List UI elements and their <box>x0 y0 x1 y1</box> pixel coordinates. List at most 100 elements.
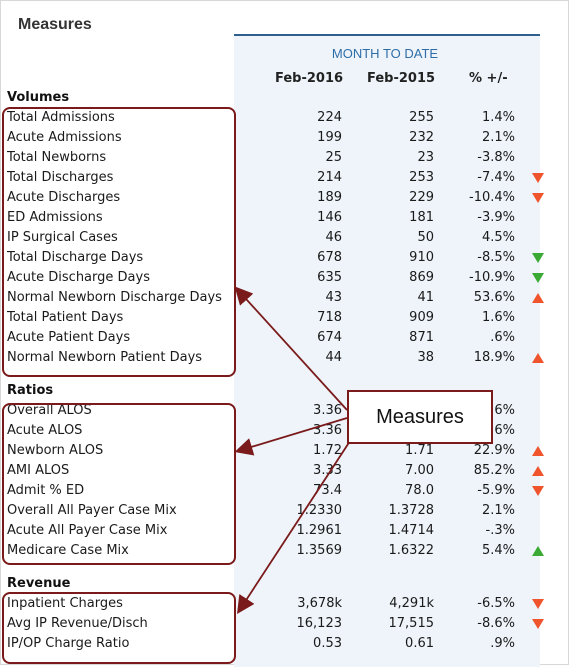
red-up-triangle-icon <box>532 353 544 363</box>
value-feb-2016: 1.3569 <box>296 543 343 558</box>
value-feb-2015: 0.61 <box>405 636 434 651</box>
section-title-revenue: Revenue <box>7 576 71 591</box>
value-feb-2016: 224 <box>317 110 342 125</box>
table-row: Acute Patient Days 674 871 .6% <box>0 328 569 348</box>
measure-label: Inpatient Charges <box>7 596 123 611</box>
measure-label: Acute Admissions <box>7 130 122 145</box>
percent-change: -10.9% <box>469 270 515 285</box>
arrow-to-volumes <box>234 286 348 411</box>
value-feb-2016: 44 <box>325 350 342 365</box>
percent-change: -3.8% <box>477 150 515 165</box>
red-up-triangle-icon <box>532 466 544 476</box>
value-feb-2015: 1.3728 <box>388 503 435 518</box>
measure-label: Total Newborns <box>7 150 107 165</box>
column-header-feb-2016: Feb-2016 <box>275 71 344 86</box>
measure-label: Overall ALOS <box>7 403 92 418</box>
percent-change: 2.1% <box>481 503 515 518</box>
value-feb-2015: 871 <box>409 330 434 345</box>
measure-label: Acute All Payer Case Mix <box>7 523 168 538</box>
table-row: Acute Discharges 189 229 -10.4% <box>0 188 569 208</box>
value-feb-2016: 3.33 <box>313 463 342 478</box>
percent-change: 5.4% <box>481 543 515 558</box>
measure-label: Admit % ED <box>7 483 85 498</box>
arrow-to-ratios <box>234 417 348 456</box>
measure-label: ED Admissions <box>7 210 103 225</box>
percent-change: .6% <box>490 330 515 345</box>
value-feb-2016: 43 <box>325 290 342 305</box>
percent-change: 18.9% <box>473 350 515 365</box>
value-feb-2015: 41 <box>417 290 434 305</box>
measure-label: AMI ALOS <box>7 463 70 478</box>
value-feb-2016: 214 <box>317 170 342 185</box>
revenue-annotation-box <box>2 592 236 664</box>
percent-change: -3.9% <box>477 210 515 225</box>
measure-label: Newborn ALOS <box>7 443 104 458</box>
percent-change: 1.6% <box>481 310 515 325</box>
value-feb-2015: 910 <box>409 250 434 265</box>
table-row: Newborn ALOS 1.72 1.71 22.9% <box>0 441 569 461</box>
table-row: Normal Newborn Discharge Days 43 41 53.6% <box>0 288 569 308</box>
value-feb-2015: 23 <box>417 150 434 165</box>
table-row: Total Admissions 224 255 1.4% <box>0 108 569 128</box>
value-feb-2016: 3,678k <box>297 596 342 611</box>
value-feb-2016: 16,123 <box>296 616 343 631</box>
table-row: AMI ALOS 3.33 7.00 85.2% <box>0 461 569 481</box>
percent-change: 6% <box>494 403 515 418</box>
red-up-triangle-icon <box>532 446 544 456</box>
table-row: Acute Discharge Days 635 869 -10.9% <box>0 268 569 288</box>
table-row: Total Discharges 214 253 -7.4% <box>0 168 569 188</box>
value-feb-2015: 7.00 <box>405 463 434 478</box>
value-feb-2016: 674 <box>317 330 342 345</box>
value-feb-2015: 229 <box>409 190 434 205</box>
value-feb-2016: 1.72 <box>313 443 342 458</box>
value-feb-2015: 869 <box>409 270 434 285</box>
measure-label: Total Patient Days <box>7 310 124 325</box>
green-up-triangle-icon <box>532 546 544 556</box>
percent-change: 22.9% <box>473 443 515 458</box>
value-feb-2016: 718 <box>317 310 342 325</box>
percent-change: 2.1% <box>481 130 515 145</box>
month-to-date-header: MONTH TO DATE <box>331 46 439 61</box>
percent-change: .9% <box>490 636 515 651</box>
percent-change: -10.4% <box>469 190 515 205</box>
green-down-triangle-icon <box>532 273 544 283</box>
percent-change: 6% <box>494 423 515 438</box>
table-row: Medicare Case Mix 1.3569 1.6322 5.4% <box>0 541 569 561</box>
red-down-triangle-icon <box>532 173 544 183</box>
table-row: IP/OP Charge Ratio 0.53 0.61 .9% <box>0 634 569 654</box>
measures-callout: Measures <box>347 390 493 444</box>
green-down-triangle-icon <box>532 253 544 263</box>
value-feb-2016: 0.53 <box>313 636 342 651</box>
percent-change: 85.2% <box>473 463 515 478</box>
red-down-triangle-icon <box>532 619 544 629</box>
measure-label: Total Discharge Days <box>7 250 144 265</box>
measure-label: Overall All Payer Case Mix <box>7 503 177 518</box>
percent-change: -8.5% <box>477 250 515 265</box>
table-row: Overall All Payer Case Mix 1.2330 1.3728 2.… <box>0 501 569 521</box>
table-row: Total Patient Days 718 909 1.6% <box>0 308 569 328</box>
percent-change: -8.6% <box>477 616 515 631</box>
section-title-volumes: Volumes <box>7 90 70 105</box>
table-row: Inpatient Charges 3,678k 4,291k -6.5% <box>0 594 569 614</box>
percent-change: -5.9% <box>477 483 515 498</box>
percent-change: 4.5% <box>481 230 515 245</box>
value-feb-2015: 17,515 <box>388 616 435 631</box>
percent-change: 1.4% <box>481 110 515 125</box>
red-down-triangle-icon <box>532 193 544 203</box>
measure-label: Acute Discharge Days <box>7 270 150 285</box>
value-feb-2016: 25 <box>325 150 342 165</box>
value-feb-2016: 189 <box>317 190 342 205</box>
value-feb-2015: 78.0 <box>405 483 434 498</box>
table-row: Total Newborns 25 23 -3.8% <box>0 148 569 168</box>
value-feb-2016: 46 <box>325 230 342 245</box>
red-down-triangle-icon <box>532 486 544 496</box>
table-row: Normal Newborn Patient Days 44 38 18.9% <box>0 348 569 368</box>
column-header-percent-change: % +/- <box>469 71 508 86</box>
measure-label: Avg IP Revenue/Disch <box>7 616 148 631</box>
month-to-date-panel <box>234 34 540 667</box>
value-feb-2015: 4,291k <box>389 596 434 611</box>
table-row: Acute All Payer Case Mix 1.2961 1.4714 -.3% <box>0 521 569 541</box>
measure-label: Acute Patient Days <box>7 330 131 345</box>
measure-label: Acute Discharges <box>7 190 121 205</box>
